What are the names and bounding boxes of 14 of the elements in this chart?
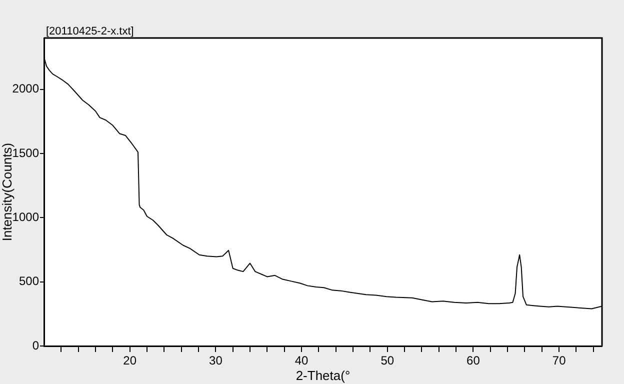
y-tick-label: 0 bbox=[32, 338, 40, 352]
x-tick-label: 60 bbox=[466, 354, 480, 368]
y-tick-label: 1500 bbox=[12, 146, 40, 160]
y-tick-label: 2000 bbox=[12, 82, 40, 96]
y-tick-label: 1000 bbox=[12, 210, 40, 224]
x-tick-label: 50 bbox=[380, 354, 394, 368]
y-axis-title: Intensity(Counts) bbox=[0, 142, 14, 242]
chart-title: [20110425-2-x.txt] bbox=[46, 26, 134, 38]
y-tick-label: 500 bbox=[18, 274, 40, 288]
x-tick-label: 40 bbox=[294, 354, 309, 368]
x-axis-title: 2-Theta(° bbox=[296, 368, 350, 383]
x-tick-label: 30 bbox=[209, 354, 223, 368]
x-tick-label: 70 bbox=[552, 354, 566, 368]
x-tick-label: 20 bbox=[123, 354, 137, 368]
